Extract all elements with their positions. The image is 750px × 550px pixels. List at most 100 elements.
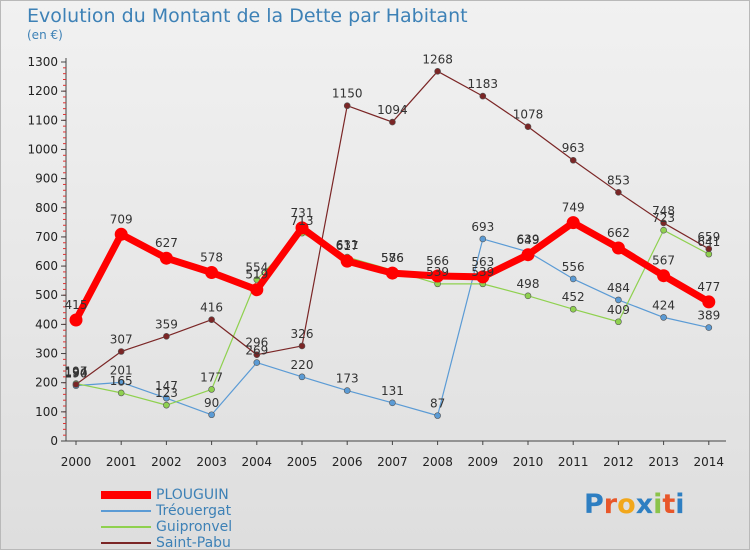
data-label: 123 xyxy=(155,386,178,400)
x-tick-label: 2001 xyxy=(106,455,137,469)
data-point xyxy=(521,248,535,262)
data-label: 554 xyxy=(245,260,268,274)
data-label: 452 xyxy=(562,290,585,304)
series-plouguin xyxy=(69,216,716,327)
data-label: 498 xyxy=(517,277,540,291)
data-point xyxy=(250,283,264,297)
data-point xyxy=(660,314,667,321)
data-point xyxy=(72,381,80,388)
y-tick-label: 700 xyxy=(35,230,58,244)
data-label: 173 xyxy=(336,372,359,386)
data-point xyxy=(163,333,170,340)
data-label: 662 xyxy=(607,226,630,240)
data-point xyxy=(566,216,580,230)
legend-item-guipronvel: Guipronvel xyxy=(101,519,341,535)
x-tick-label: 2010 xyxy=(513,455,544,469)
x-tick-label: 2008 xyxy=(422,455,453,469)
x-tick-label: 2000 xyxy=(61,455,92,469)
data-point xyxy=(657,269,671,283)
data-point xyxy=(385,266,399,280)
y-tick-label: 0 xyxy=(50,434,58,448)
chart-subtitle: (en €) xyxy=(27,28,63,42)
data-label: 963 xyxy=(562,141,585,155)
data-point xyxy=(389,399,396,407)
data-point xyxy=(705,245,713,253)
data-label: 415 xyxy=(65,298,88,312)
y-tick-label: 300 xyxy=(35,347,58,361)
data-point xyxy=(253,351,261,359)
data-label: 617 xyxy=(336,239,359,253)
data-label: 416 xyxy=(200,301,223,315)
data-label: 566 xyxy=(426,254,449,268)
proxiti-logo: Proxiti xyxy=(584,489,685,520)
data-label: 563 xyxy=(471,255,494,269)
data-labels: 190 201 147 90 269 220 173 131 87 693 649 556 484 424… xyxy=(65,52,721,410)
data-label: 165 xyxy=(110,374,133,388)
x-tick-label: 2012 xyxy=(603,455,634,469)
data-point xyxy=(615,318,622,326)
data-label: 1268 xyxy=(422,52,453,66)
data-label: 586 xyxy=(381,251,404,265)
data-label: 269 xyxy=(245,344,268,358)
y-tick-label: 1200 xyxy=(27,84,58,98)
data-point xyxy=(569,305,577,313)
data-point xyxy=(569,156,577,164)
data-point xyxy=(431,269,445,283)
data-point xyxy=(298,373,306,381)
x-tick-label: 2005 xyxy=(287,455,318,469)
x-tick-label: 2002 xyxy=(151,455,182,469)
data-point xyxy=(163,401,170,409)
legend-swatch xyxy=(101,542,151,544)
data-point xyxy=(298,342,306,350)
data-point xyxy=(615,296,622,304)
data-point xyxy=(479,92,487,100)
data-label: 749 xyxy=(562,201,585,215)
data-label: 649 xyxy=(517,233,540,247)
data-label: 326 xyxy=(291,327,314,341)
series-saint-pabu xyxy=(72,68,713,388)
data-label: 539 xyxy=(471,265,494,279)
data-label: 307 xyxy=(110,332,133,346)
data-label: 197 xyxy=(65,365,88,379)
data-label: 519 xyxy=(245,268,268,282)
data-point xyxy=(69,313,83,327)
x-tick-label: 2009 xyxy=(468,455,499,469)
data-point xyxy=(524,123,532,131)
x-tick-label: 2004 xyxy=(242,455,273,469)
legend: PLOUGUIN Tréouergat Guipronvel Saint-Pabu xyxy=(101,487,341,549)
data-label: 641 xyxy=(697,235,720,249)
data-point xyxy=(340,254,354,268)
data-point xyxy=(479,235,487,243)
data-label: 1094 xyxy=(377,103,408,117)
data-point xyxy=(434,68,441,75)
data-point xyxy=(295,221,309,235)
data-label: 477 xyxy=(697,280,720,294)
data-point xyxy=(702,295,716,309)
data-point xyxy=(117,348,125,355)
data-label: 190 xyxy=(65,367,88,381)
y-tick-label: 600 xyxy=(35,259,58,273)
data-point xyxy=(117,389,125,397)
data-point xyxy=(611,241,625,255)
y-tick-label: 1000 xyxy=(27,142,58,156)
data-point xyxy=(569,275,577,283)
data-label: 627 xyxy=(155,236,178,250)
data-label: 424 xyxy=(652,298,675,312)
data-label: 220 xyxy=(291,358,314,372)
x-tick-label: 2003 xyxy=(196,455,227,469)
data-point xyxy=(253,276,261,283)
y-tick-label: 800 xyxy=(35,201,58,215)
data-label: 631 xyxy=(336,238,359,252)
data-point xyxy=(524,292,532,300)
data-label: 194 xyxy=(65,365,88,379)
data-label: 296 xyxy=(245,336,268,350)
x-tick-label: 2006 xyxy=(332,455,363,469)
data-point xyxy=(114,227,128,241)
data-label: 409 xyxy=(607,303,630,317)
data-point xyxy=(476,270,490,284)
axes: 0 100 200 300 400 500 600 700 800 900 1000 1100 1200… xyxy=(27,55,726,469)
data-label: 484 xyxy=(607,281,630,295)
data-label: 1150 xyxy=(332,87,363,101)
data-label: 359 xyxy=(155,317,178,331)
y-tick-label: 1300 xyxy=(27,55,58,69)
